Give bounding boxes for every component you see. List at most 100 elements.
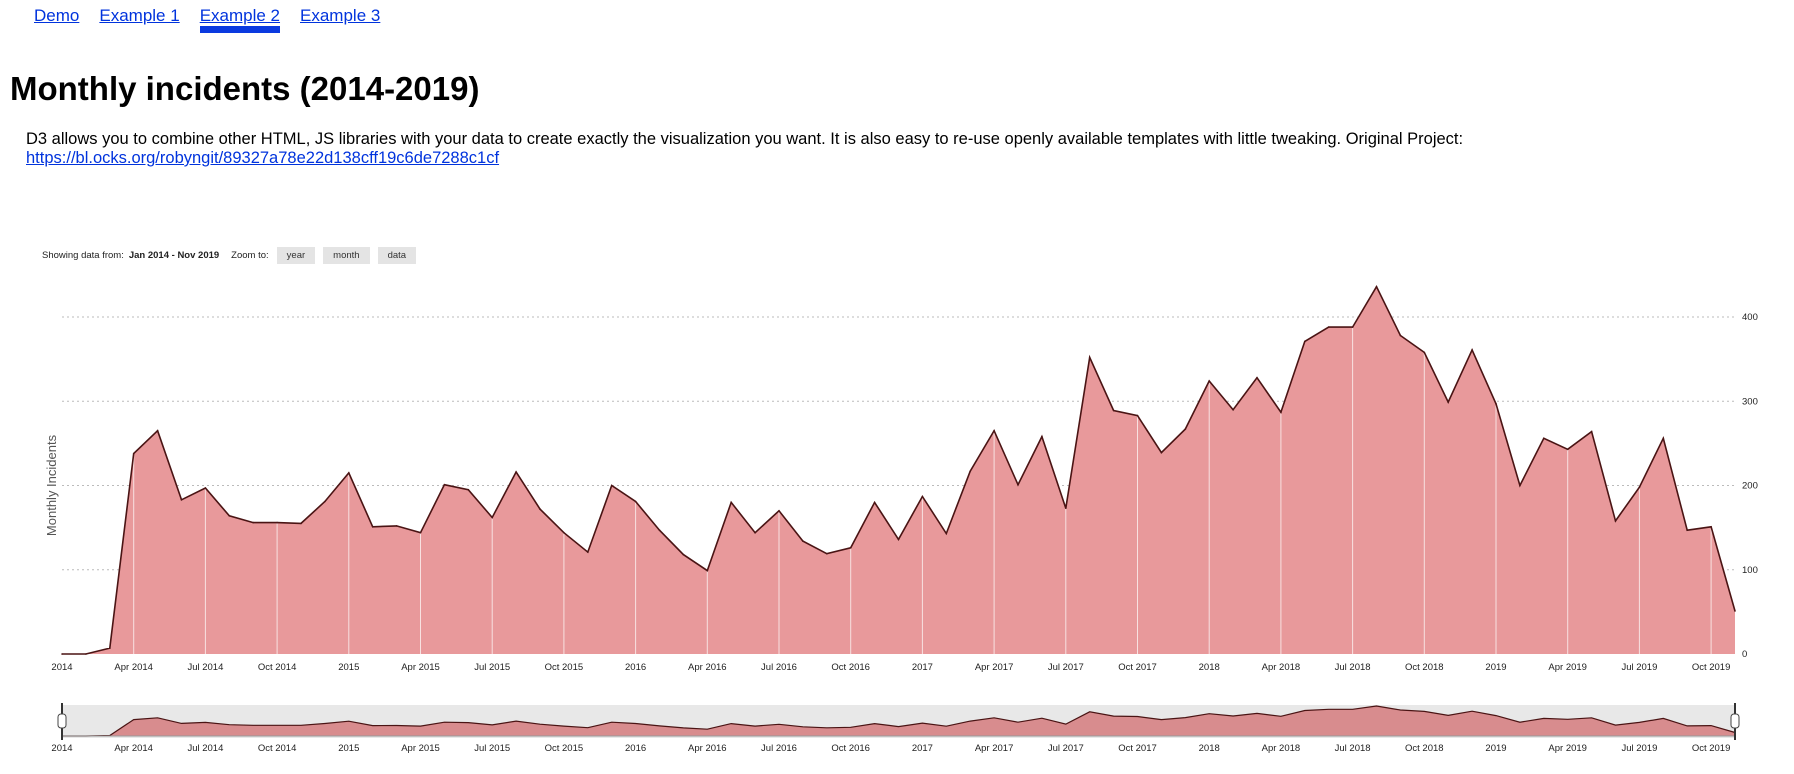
data-point [1327, 326, 1330, 328]
data-point [109, 647, 111, 649]
x-tick-label: Oct 2014 [258, 662, 297, 673]
data-point [1590, 430, 1593, 433]
zoom-data-button[interactable]: data [377, 247, 417, 264]
data-point [826, 552, 828, 555]
y-axis-label: Monthly Incidents [44, 434, 59, 536]
data-point [180, 499, 183, 501]
zoom-month-button[interactable]: month [323, 247, 370, 264]
data-point [706, 569, 709, 572]
brush-handle-right[interactable] [1730, 703, 1740, 740]
data-point [873, 501, 876, 504]
x-tick-label: 2018 [1199, 662, 1220, 673]
data-point [1351, 326, 1354, 328]
data-point [1088, 356, 1091, 359]
nav-link-demo[interactable]: Demo [34, 6, 80, 25]
context-x-tick-label: Apr 2014 [114, 743, 153, 754]
data-point [300, 522, 302, 525]
data-point [419, 531, 422, 534]
data-point [610, 484, 613, 487]
description-text: D3 allows you to combine other HTML, JS … [26, 130, 1464, 148]
original-project-link[interactable]: https://bl.ocks.org/robyngit/89327a78e22… [26, 149, 500, 167]
x-tick-label: 2015 [338, 662, 359, 673]
data-point [348, 472, 350, 474]
data-point [563, 531, 565, 534]
context-x-tick-label: Apr 2018 [1262, 743, 1301, 754]
data-point [849, 547, 852, 549]
nav-link-example-3[interactable]: Example 3 [300, 6, 381, 25]
context-x-tick-label: 2017 [912, 743, 933, 754]
data-point [1304, 340, 1306, 343]
context-line [62, 705, 1736, 737]
context-x-tick-label: Jul 2014 [187, 743, 223, 754]
context-x-tick-label: Oct 2018 [1405, 743, 1444, 754]
data-point [228, 515, 231, 517]
x-tick-label: Jul 2015 [474, 662, 510, 673]
data-point [802, 540, 804, 542]
showing-label: Showing data from: [42, 250, 124, 261]
y-tick-label: 400 [1742, 312, 1758, 323]
zoom-label: Zoom to: [231, 250, 269, 261]
data-point [1710, 526, 1712, 528]
data-point [1065, 507, 1067, 510]
x-tick-label: Apr 2014 [114, 662, 153, 673]
data-point [1447, 401, 1449, 403]
data-point [395, 525, 398, 527]
chart-controls: Showing data from: Jan 2014 - Nov 2019 Z… [42, 247, 417, 264]
context-x-tick-label: Apr 2019 [1548, 743, 1587, 754]
data-point [682, 553, 685, 556]
data-point [1375, 285, 1378, 288]
context-x-tick-label: Oct 2016 [831, 743, 870, 754]
data-point [1686, 529, 1688, 531]
data-point [1160, 451, 1163, 454]
data-point [754, 531, 756, 534]
nav-link-example-1[interactable]: Example 1 [99, 6, 180, 25]
incidents-area [62, 286, 1735, 654]
nav-link-example-2[interactable]: Example 2 [199, 6, 281, 33]
context-x-tick-label: 2016 [625, 743, 646, 754]
data-point [1280, 411, 1282, 414]
data-point [1566, 448, 1569, 451]
page-title: Monthly incidents (2014-2019) [10, 70, 480, 107]
y-tick-label: 300 [1742, 396, 1758, 407]
data-point [969, 470, 971, 473]
data-point [993, 429, 995, 432]
data-point [132, 452, 135, 455]
x-tick-label: Jul 2016 [761, 662, 797, 673]
data-point [539, 508, 541, 510]
data-point [1495, 403, 1497, 405]
data-point [1232, 408, 1234, 411]
data-point [61, 653, 63, 655]
context-x-tick-label: Apr 2017 [975, 743, 1014, 754]
brush-handle-left[interactable] [57, 703, 67, 740]
context-x-tick-label: 2019 [1485, 743, 1506, 754]
data-point [1184, 428, 1187, 430]
context-x-tick-label: Oct 2019 [1692, 743, 1731, 754]
x-tick-label: 2019 [1485, 662, 1506, 673]
data-point [276, 521, 278, 524]
context-x-tick-label: 2018 [1199, 743, 1220, 754]
data-point [204, 487, 207, 489]
context-area [62, 706, 1735, 736]
data-point [1471, 349, 1473, 351]
data-point [921, 495, 924, 498]
x-tick-label: Oct 2018 [1405, 662, 1444, 673]
x-tick-label: Jul 2018 [1335, 662, 1371, 673]
data-point [156, 429, 159, 432]
x-tick-label: Jul 2019 [1621, 662, 1657, 673]
context-x-tick-label: 2014 [51, 743, 72, 754]
x-tick-label: Jul 2014 [187, 662, 223, 673]
zoom-year-button[interactable]: year [276, 247, 316, 264]
data-point [85, 653, 87, 655]
data-point [1519, 484, 1521, 487]
context-x-tick-label: Apr 2015 [401, 743, 440, 754]
data-point [252, 521, 254, 524]
data-point [1256, 376, 1258, 379]
data-point [491, 516, 494, 519]
nav-bar: Demo Example 1 Example 2 Example 3 [24, 6, 390, 33]
brush-handle-knob [1730, 713, 1740, 729]
x-tick-label: Apr 2019 [1548, 662, 1587, 673]
context-x-tick-label: Oct 2015 [545, 743, 584, 754]
data-point [1734, 610, 1736, 612]
data-point [634, 500, 637, 503]
context-x-tick-label: Jul 2018 [1335, 743, 1371, 754]
